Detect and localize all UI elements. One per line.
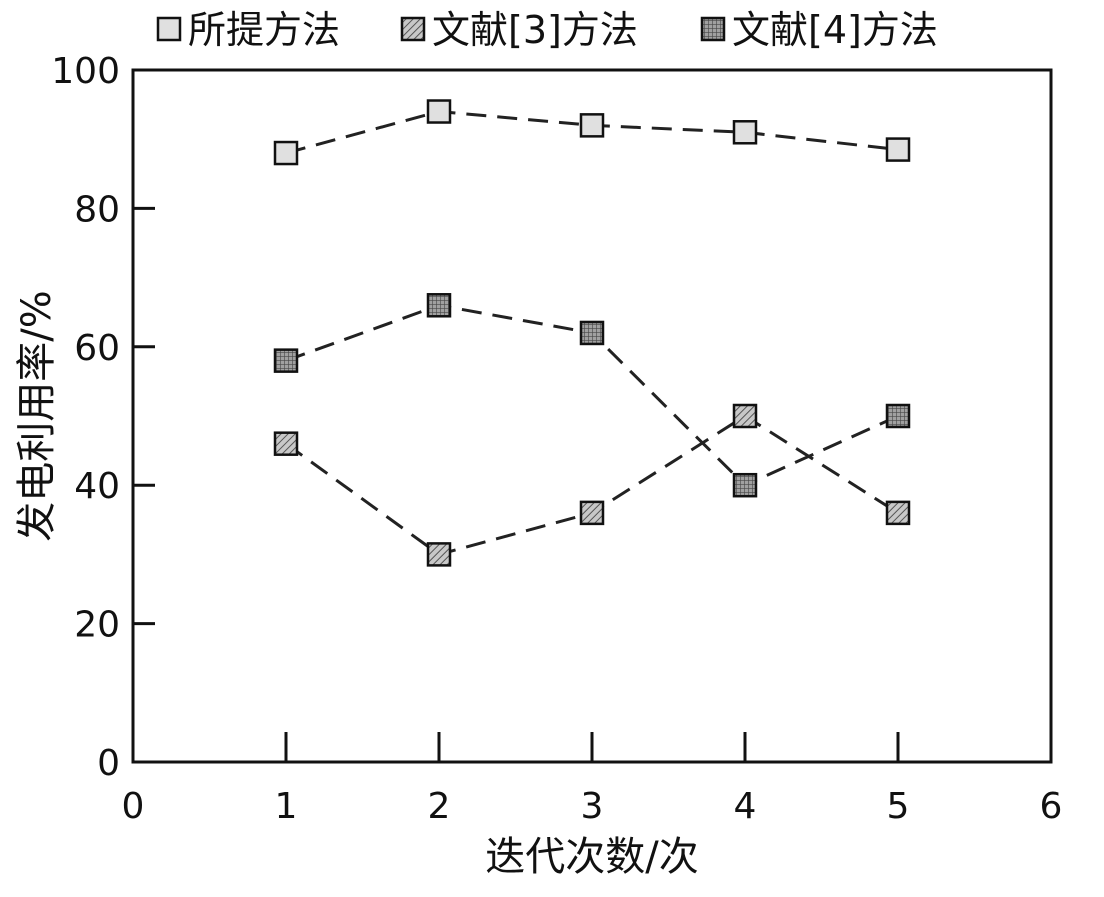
y-tick-label: 60: [74, 328, 120, 369]
y-tick-label: 0: [97, 743, 120, 784]
y-axis: 0 20 40 60 80 100: [51, 51, 155, 784]
series-2-point: [273, 431, 299, 456]
x-tick-label: 5: [887, 786, 910, 827]
legend-swatch-1: [156, 16, 182, 42]
legend-swatch-2: [400, 16, 426, 42]
series-line-2: [285, 414, 899, 557]
y-tick-label: 80: [74, 189, 120, 230]
series-3-point: [885, 403, 911, 429]
x-tick-label: 6: [1040, 786, 1063, 827]
legend-label-1: 所提方法: [188, 8, 340, 52]
series-1-point: [579, 113, 605, 138]
legend-label-3: 文献[4]方法: [732, 8, 938, 52]
series-layer: [273, 99, 911, 567]
y-axis-label: 发电利用率/%: [14, 290, 60, 541]
chart-legend: 所提方法 文献[3]方法 文献[4]方法: [156, 8, 938, 52]
series-1-point: [732, 120, 758, 145]
series-3-point: [273, 348, 299, 373]
series-3-point: [579, 320, 605, 346]
y-tick-label: 20: [74, 605, 120, 646]
series-2-point: [732, 403, 758, 429]
series-1-point: [426, 99, 452, 124]
series-2-point: [426, 542, 452, 567]
x-tick-label: 0: [122, 786, 145, 827]
x-tick-label: 3: [581, 786, 604, 827]
series-3-point: [732, 472, 758, 498]
y-tick-label: 100: [51, 51, 120, 92]
series-3-point: [426, 293, 452, 318]
x-axis: 0 1 2 3 4 5 6: [122, 732, 1063, 827]
x-axis-label: 迭代次数/次: [485, 834, 698, 880]
x-tick-label: 4: [734, 786, 757, 827]
legend-swatch-3: [700, 16, 726, 42]
series-1-point: [273, 140, 299, 166]
x-tick-label: 2: [428, 786, 451, 827]
series-1-point: [885, 137, 911, 162]
y-tick-label: 40: [74, 466, 120, 507]
series-2-point: [579, 500, 605, 526]
x-tick-label: 1: [275, 786, 298, 827]
plot-area: [131, 68, 1053, 764]
series-2-point: [885, 500, 911, 526]
legend-label-2: 文献[3]方法: [432, 8, 638, 52]
